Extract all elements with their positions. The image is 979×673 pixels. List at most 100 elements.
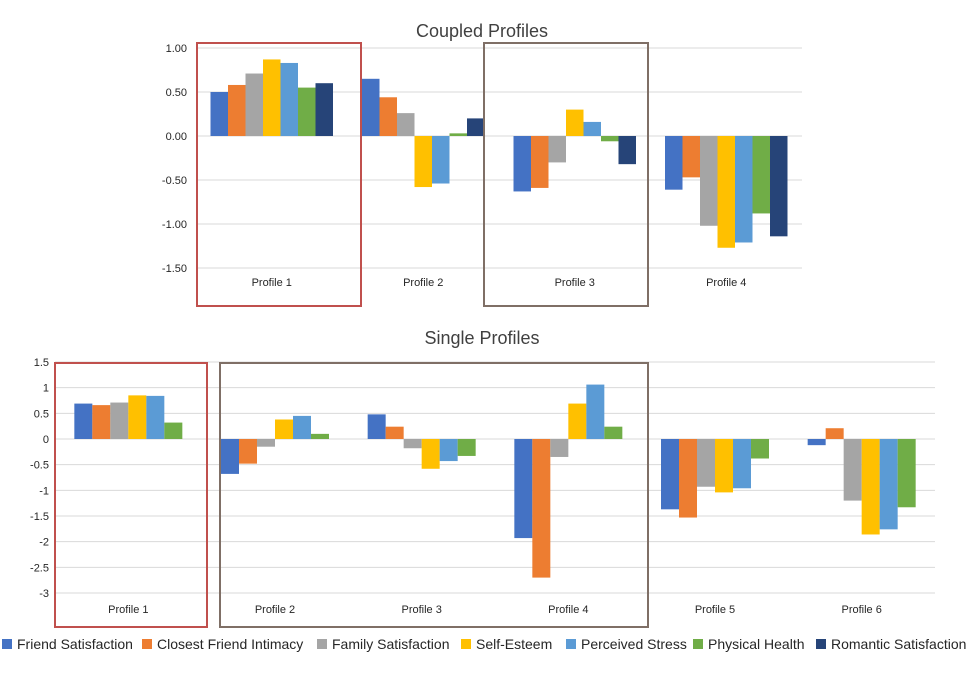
category-label-profile-2: Profile 2 — [255, 604, 295, 616]
legend-item-perceived-stress: Perceived Stress — [566, 636, 687, 652]
coupled-profiles-chart: 1.00 0.50 0.00 -0.50 -1.00 -1.50 Profile 1 Prof… — [162, 42, 802, 307]
single-chart-title: Single Profiles — [424, 328, 539, 348]
bar-romantic-satisfaction-profile-4 — [770, 136, 788, 237]
legend-item-romantic-satisfaction: Romantic Satisfaction — [816, 636, 966, 652]
category-label-profile-6: Profile 6 — [841, 604, 881, 616]
bar-family-satisfaction-profile-2 — [397, 113, 415, 136]
bar-family-satisfaction-profile-4 — [550, 439, 569, 457]
category-label-profile-3: Profile 3 — [401, 604, 441, 616]
bar-self-esteem-profile-3 — [421, 439, 440, 469]
bar-perceived-stress-profile-5 — [733, 439, 751, 489]
y-tick-label: -1.00 — [162, 219, 187, 231]
category-label-profile-3: Profile 3 — [555, 277, 595, 289]
bar-friend-satisfaction-profile-1 — [210, 92, 228, 136]
legend-swatch — [566, 639, 576, 649]
category-label-profile-5: Profile 5 — [695, 604, 735, 616]
bar-self-esteem-profile-3 — [566, 109, 584, 136]
bar-friend-satisfaction-profile-6 — [807, 439, 826, 446]
bar-physical-health-profile-3 — [601, 136, 619, 142]
category-label-profile-1: Profile 1 — [108, 604, 148, 616]
bar-closest-friend-intimacy-profile-2 — [379, 97, 397, 136]
bar-perceived-stress-profile-4 — [735, 136, 753, 243]
legend-label: Friend Satisfaction — [17, 636, 133, 652]
y-tick-label: 0.50 — [166, 87, 187, 99]
bar-family-satisfaction-profile-2 — [257, 439, 275, 447]
bar-romantic-satisfaction-profile-1 — [315, 83, 333, 136]
bar-physical-health-profile-1 — [164, 422, 183, 439]
category-label-profile-4: Profile 4 — [548, 604, 588, 616]
legend-label: Family Satisfaction — [332, 636, 450, 652]
highlight-box-brown — [483, 42, 649, 307]
y-tick-label: 0.5 — [34, 408, 49, 420]
legend-label: Self-Esteem — [476, 636, 553, 652]
bar-self-esteem-profile-1 — [128, 395, 147, 439]
legend-item-closest-friend-intimacy: Closest Friend Intimacy — [142, 636, 303, 652]
bar-friend-satisfaction-profile-1 — [74, 403, 93, 439]
bar-friend-satisfaction-profile-3 — [513, 136, 531, 192]
bar-family-satisfaction-profile-3 — [548, 136, 566, 163]
y-tick-label: -2.5 — [30, 562, 49, 574]
highlight-box-red — [54, 362, 208, 628]
category-label-profile-4: Profile 4 — [706, 277, 746, 289]
bar-self-esteem-profile-2 — [414, 136, 432, 188]
bar-closest-friend-intimacy-profile-4 — [532, 439, 551, 578]
highlight-box-brown — [219, 362, 649, 628]
legend-item-physical-health: Physical Health — [693, 636, 805, 652]
legend-swatch — [2, 639, 12, 649]
bar-friend-satisfaction-profile-5 — [661, 439, 679, 510]
legend-label: Physical Health — [708, 636, 805, 652]
legend-swatch — [317, 639, 327, 649]
bar-physical-health-profile-4 — [604, 426, 623, 439]
bar-closest-friend-intimacy-profile-3 — [531, 136, 549, 188]
bar-perceived-stress-profile-3 — [583, 121, 601, 136]
highlight-box-red — [196, 42, 362, 307]
bar-friend-satisfaction-profile-4 — [665, 136, 683, 190]
bar-closest-friend-intimacy-profile-4 — [682, 136, 700, 178]
bar-friend-satisfaction-profile-4 — [514, 439, 533, 539]
bar-self-esteem-profile-2 — [275, 419, 293, 439]
chart-legend: Friend Satisfaction Closest Friend Intim… — [0, 636, 979, 658]
bar-family-satisfaction-profile-1 — [110, 402, 129, 439]
y-tick-label: -1 — [39, 485, 49, 497]
bar-physical-health-profile-6 — [897, 439, 916, 508]
bar-friend-satisfaction-profile-3 — [367, 414, 386, 439]
bar-self-esteem-profile-4 — [717, 136, 735, 248]
bar-family-satisfaction-profile-6 — [843, 439, 862, 501]
bar-family-satisfaction-profile-1 — [245, 73, 263, 136]
bar-family-satisfaction-profile-3 — [403, 439, 422, 449]
bar-closest-friend-intimacy-profile-5 — [679, 439, 697, 518]
bar-physical-health-profile-5 — [751, 439, 769, 459]
legend-item-friend-satisfaction: Friend Satisfaction — [2, 636, 133, 652]
y-tick-label: 1.5 — [34, 357, 49, 369]
y-tick-label: 0.00 — [166, 131, 187, 143]
bar-closest-friend-intimacy-profile-3 — [385, 426, 404, 439]
legend-label: Perceived Stress — [581, 636, 687, 652]
y-tick-label: -0.50 — [162, 175, 187, 187]
bar-romantic-satisfaction-profile-2 — [467, 118, 485, 136]
bar-self-esteem-profile-4 — [568, 403, 587, 439]
bar-self-esteem-profile-5 — [715, 439, 733, 493]
bar-romantic-satisfaction-profile-3 — [618, 136, 636, 165]
bar-perceived-stress-profile-4 — [586, 384, 605, 439]
y-tick-label: -2 — [39, 537, 49, 549]
legend-label: Closest Friend Intimacy — [157, 636, 304, 652]
y-tick-label: -0.5 — [30, 460, 49, 472]
bar-closest-friend-intimacy-profile-1 — [92, 405, 111, 439]
bar-physical-health-profile-3 — [457, 439, 476, 456]
bar-closest-friend-intimacy-profile-6 — [825, 428, 844, 439]
bar-closest-friend-intimacy-profile-2 — [239, 439, 257, 464]
y-tick-label: -3 — [39, 588, 49, 600]
y-tick-label: 0 — [43, 434, 49, 446]
bar-perceived-stress-profile-1 — [280, 62, 298, 136]
bar-physical-health-profile-1 — [298, 87, 316, 136]
bar-self-esteem-profile-6 — [861, 439, 880, 535]
bar-perceived-stress-profile-2 — [293, 415, 311, 439]
legend-label: Romantic Satisfaction — [831, 636, 967, 652]
bar-perceived-stress-profile-6 — [879, 439, 898, 530]
y-tick-label: -1.50 — [162, 263, 187, 275]
single-profiles-chart: 1.5 1 0.5 0 -0.5 -1 -1.5 -2 -2.5 -3 Profile 1 Profi… — [30, 357, 935, 628]
bar-physical-health-profile-4 — [752, 136, 770, 214]
legend-swatch — [142, 639, 152, 649]
bar-family-satisfaction-profile-4 — [700, 136, 718, 226]
